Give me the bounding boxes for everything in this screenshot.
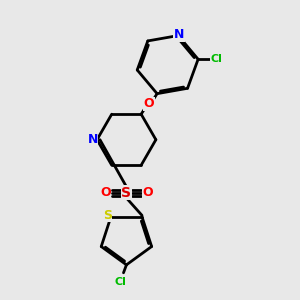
Text: O: O [100,186,111,199]
Text: Cl: Cl [115,277,127,286]
Text: Cl: Cl [210,54,222,64]
Text: O: O [144,98,154,110]
Text: O: O [142,186,153,199]
Text: S: S [103,208,112,222]
Text: S: S [122,186,131,200]
Text: N: N [87,133,98,146]
Text: N: N [174,28,184,41]
